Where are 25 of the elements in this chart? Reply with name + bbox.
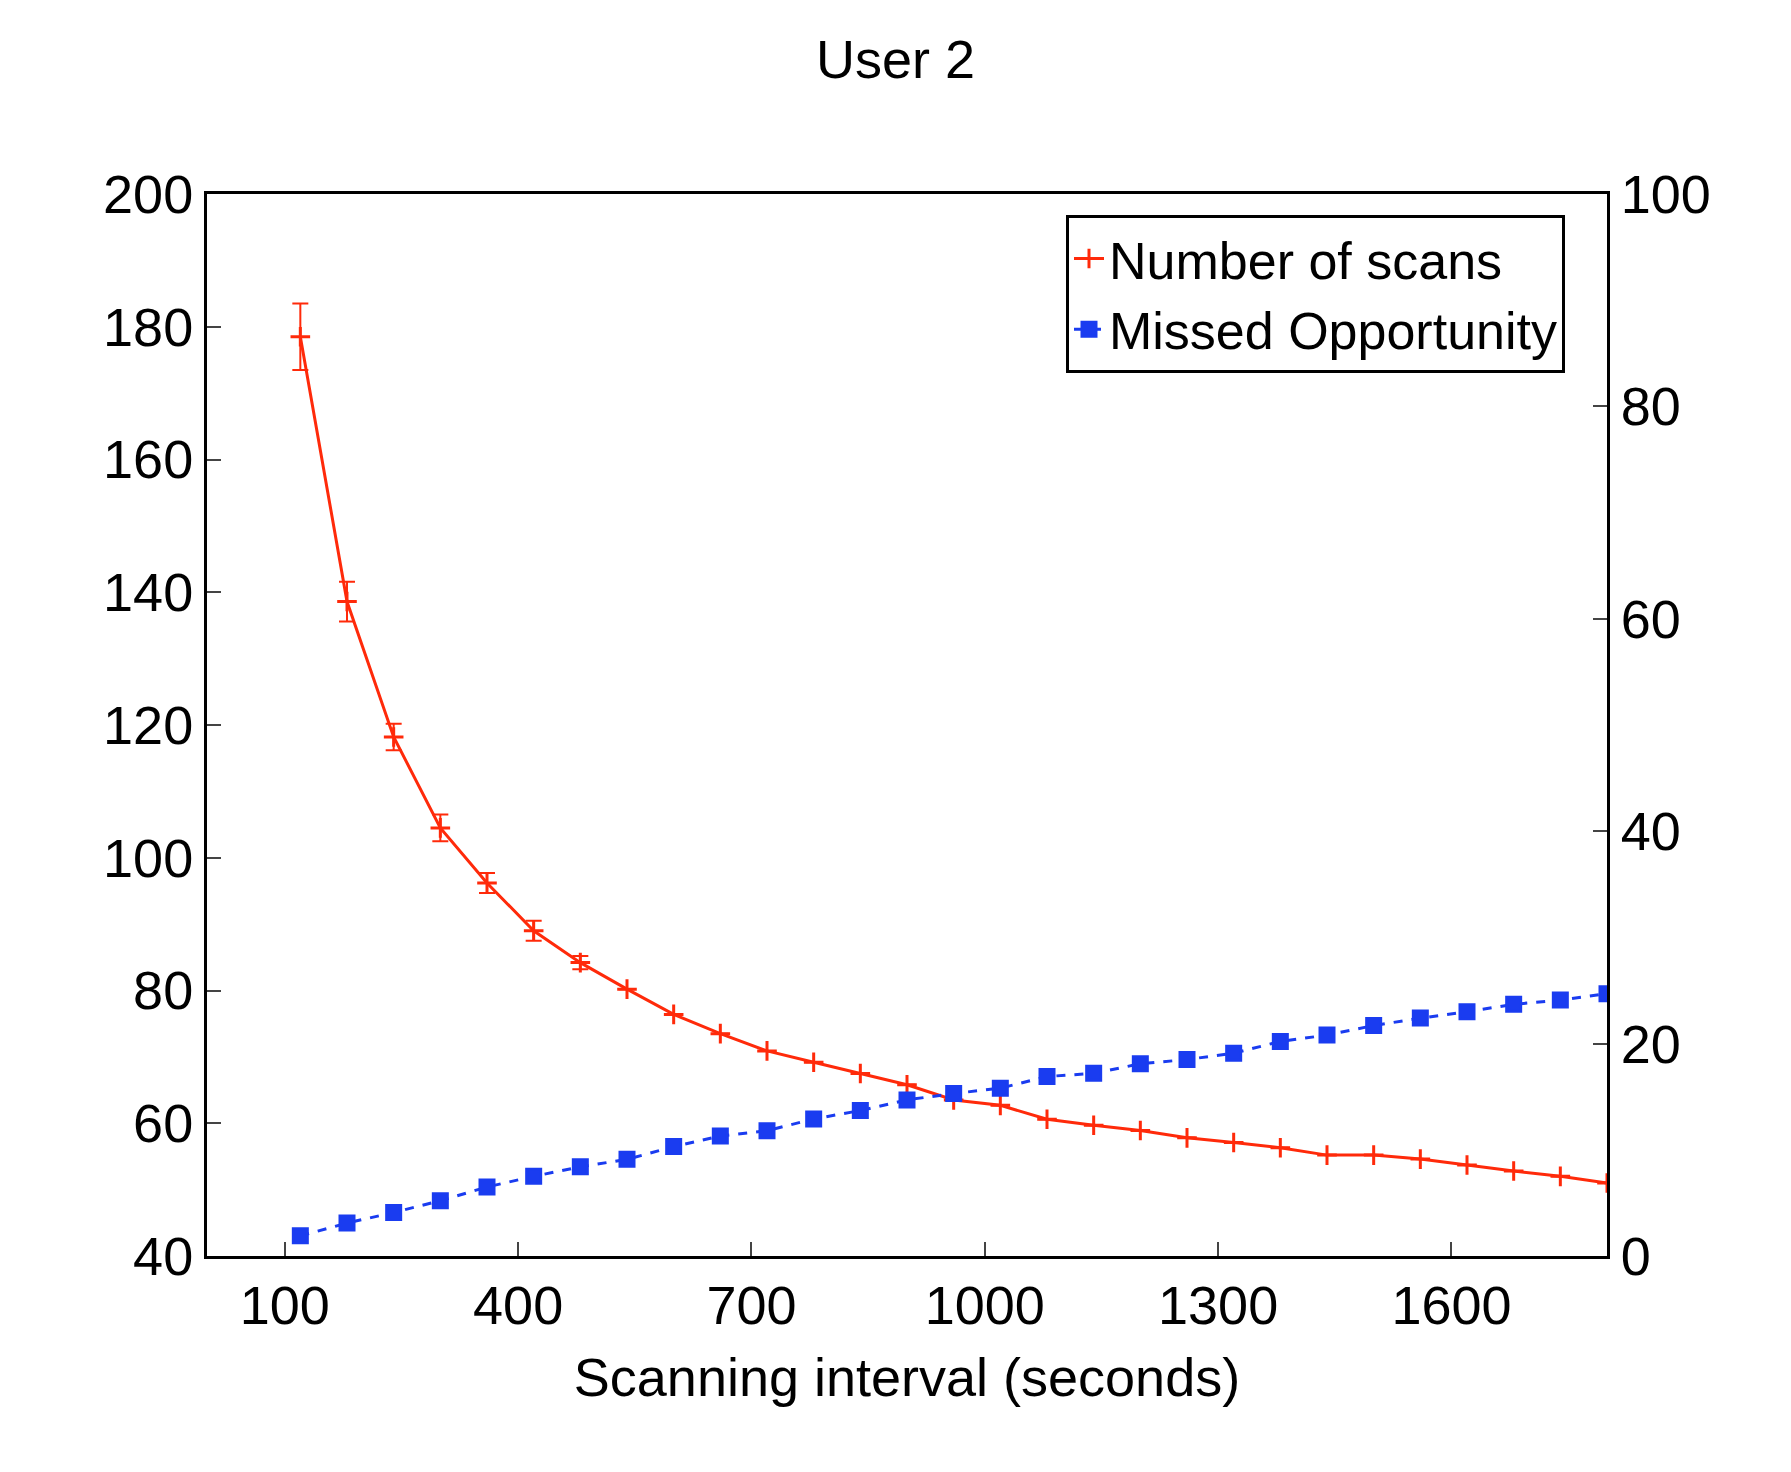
- chart-title: User 2: [815, 28, 976, 89]
- y-tick-label: 200: [103, 163, 194, 224]
- y2-tick-label: 100: [1620, 163, 1711, 224]
- y-tick-label: 60: [133, 1093, 194, 1154]
- x-tick-label: 1000: [924, 1274, 1045, 1335]
- legend-label: Number of scans: [1109, 231, 1503, 290]
- x-axis-title: Scanning interval (seconds): [573, 1347, 1241, 1408]
- y-tick-label: 160: [103, 429, 194, 490]
- y2-tick-label: 20: [1620, 1013, 1681, 1074]
- y-tick-label: 80: [133, 960, 194, 1021]
- x-tick-label: 400: [473, 1274, 564, 1335]
- y2-tick-label: 60: [1620, 588, 1681, 649]
- x-tick-label: 1300: [1158, 1274, 1279, 1335]
- y2-tick-label: 0: [1620, 1225, 1651, 1286]
- y-tick-label: 180: [103, 296, 194, 357]
- x-tick-label: 700: [706, 1274, 797, 1335]
- y2-tick-label: 40: [1620, 801, 1681, 862]
- legend-label: Missed Opportunity: [1109, 302, 1557, 361]
- y-tick-label: 100: [103, 827, 194, 888]
- y-tick-label: 40: [133, 1225, 194, 1286]
- y2-tick-label: 80: [1620, 376, 1681, 437]
- x-tick-label: 100: [239, 1274, 330, 1335]
- x-tick-label: 1600: [1391, 1274, 1512, 1335]
- y-tick-label: 140: [103, 562, 194, 623]
- y-tick-label: 120: [103, 694, 194, 755]
